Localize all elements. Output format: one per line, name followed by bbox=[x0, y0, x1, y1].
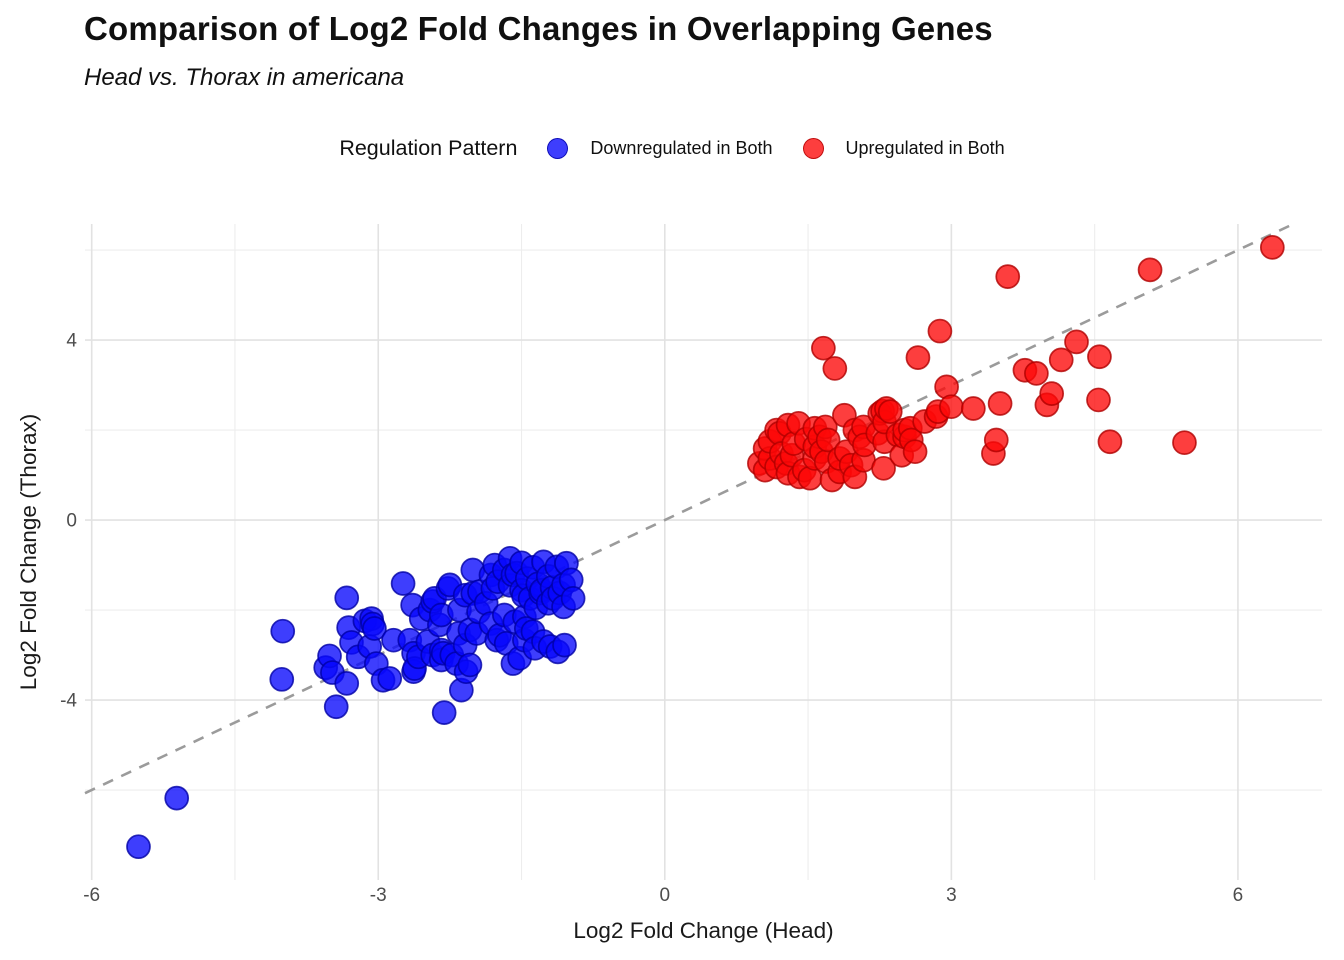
data-point-upregulated bbox=[815, 427, 841, 453]
legend-item-upregulated: Upregulated in Both bbox=[802, 138, 1005, 159]
data-point-downregulated bbox=[323, 694, 349, 720]
data-point-upregulated bbox=[960, 396, 986, 421]
data-point-upregulated bbox=[1048, 347, 1074, 373]
data-point-downregulated bbox=[390, 571, 416, 596]
identity-dashed-line bbox=[84, 222, 1294, 795]
data-point-upregulated bbox=[822, 356, 848, 381]
legend-item-label: Upregulated in Both bbox=[845, 138, 1005, 158]
legend-item-downregulated: Downregulated in Both bbox=[547, 138, 773, 159]
downregulated-key-icon bbox=[547, 138, 569, 159]
data-point-downregulated bbox=[457, 652, 483, 678]
data-point-upregulated bbox=[987, 391, 1013, 416]
y-tick-label: 4 bbox=[66, 331, 77, 352]
data-point-downregulated bbox=[552, 632, 577, 658]
x-tick-label: -6 bbox=[83, 885, 100, 906]
x-tick-label: 6 bbox=[1233, 885, 1244, 906]
x-tick-label: 0 bbox=[660, 885, 671, 906]
data-point-downregulated bbox=[334, 671, 360, 696]
upregulated-key-icon bbox=[802, 138, 824, 159]
data-point-upregulated bbox=[877, 399, 903, 424]
chart-title: Comparison of Log2 Fold Changes in Overl… bbox=[84, 10, 993, 47]
legend-title: Regulation Pattern bbox=[339, 136, 518, 160]
data-point-downregulated bbox=[334, 585, 360, 611]
legend: Regulation Pattern Downregulated in Both… bbox=[0, 136, 1344, 161]
data-point-downregulated bbox=[126, 834, 151, 860]
data-point-downregulated bbox=[560, 585, 586, 611]
x-axis-title: Log2 Fold Change (Head) bbox=[573, 918, 833, 943]
y-tick-label: -4 bbox=[60, 691, 77, 712]
data-point-upregulated bbox=[811, 335, 836, 361]
data-point-upregulated bbox=[927, 318, 953, 344]
data-point-upregulated bbox=[902, 439, 928, 465]
legend-item-label: Downregulated in Both bbox=[590, 138, 773, 158]
data-point-upregulated bbox=[1024, 361, 1049, 386]
data-point-upregulated bbox=[905, 345, 931, 370]
chart-subtitle: Head vs. Thorax in americana bbox=[84, 64, 405, 91]
data-point-upregulated bbox=[995, 264, 1021, 289]
data-point-upregulated bbox=[871, 455, 896, 481]
data-point-upregulated bbox=[1064, 329, 1089, 355]
data-point-upregulated bbox=[1039, 381, 1065, 406]
data-point-upregulated bbox=[939, 394, 964, 420]
x-tick-label: 3 bbox=[946, 885, 957, 906]
y-tick-label: 0 bbox=[66, 511, 77, 532]
data-point-upregulated bbox=[1087, 344, 1112, 370]
data-point-downregulated bbox=[164, 785, 190, 811]
data-point-downregulated bbox=[377, 666, 403, 691]
data-point-upregulated bbox=[1097, 429, 1123, 455]
y-axis-title: Log2 Fold Change (Thorax) bbox=[16, 414, 41, 690]
data-point-upregulated bbox=[1259, 235, 1285, 260]
data-point-downregulated bbox=[270, 618, 296, 644]
data-point-upregulated bbox=[1137, 257, 1163, 283]
data-point-upregulated bbox=[1086, 387, 1111, 413]
data-point-downregulated bbox=[269, 666, 295, 692]
data-point-upregulated bbox=[983, 427, 1009, 453]
data-point-downregulated bbox=[362, 616, 387, 641]
x-tick-label: -3 bbox=[370, 885, 387, 906]
data-point-upregulated bbox=[1172, 430, 1197, 456]
data-point-downregulated bbox=[431, 700, 457, 725]
